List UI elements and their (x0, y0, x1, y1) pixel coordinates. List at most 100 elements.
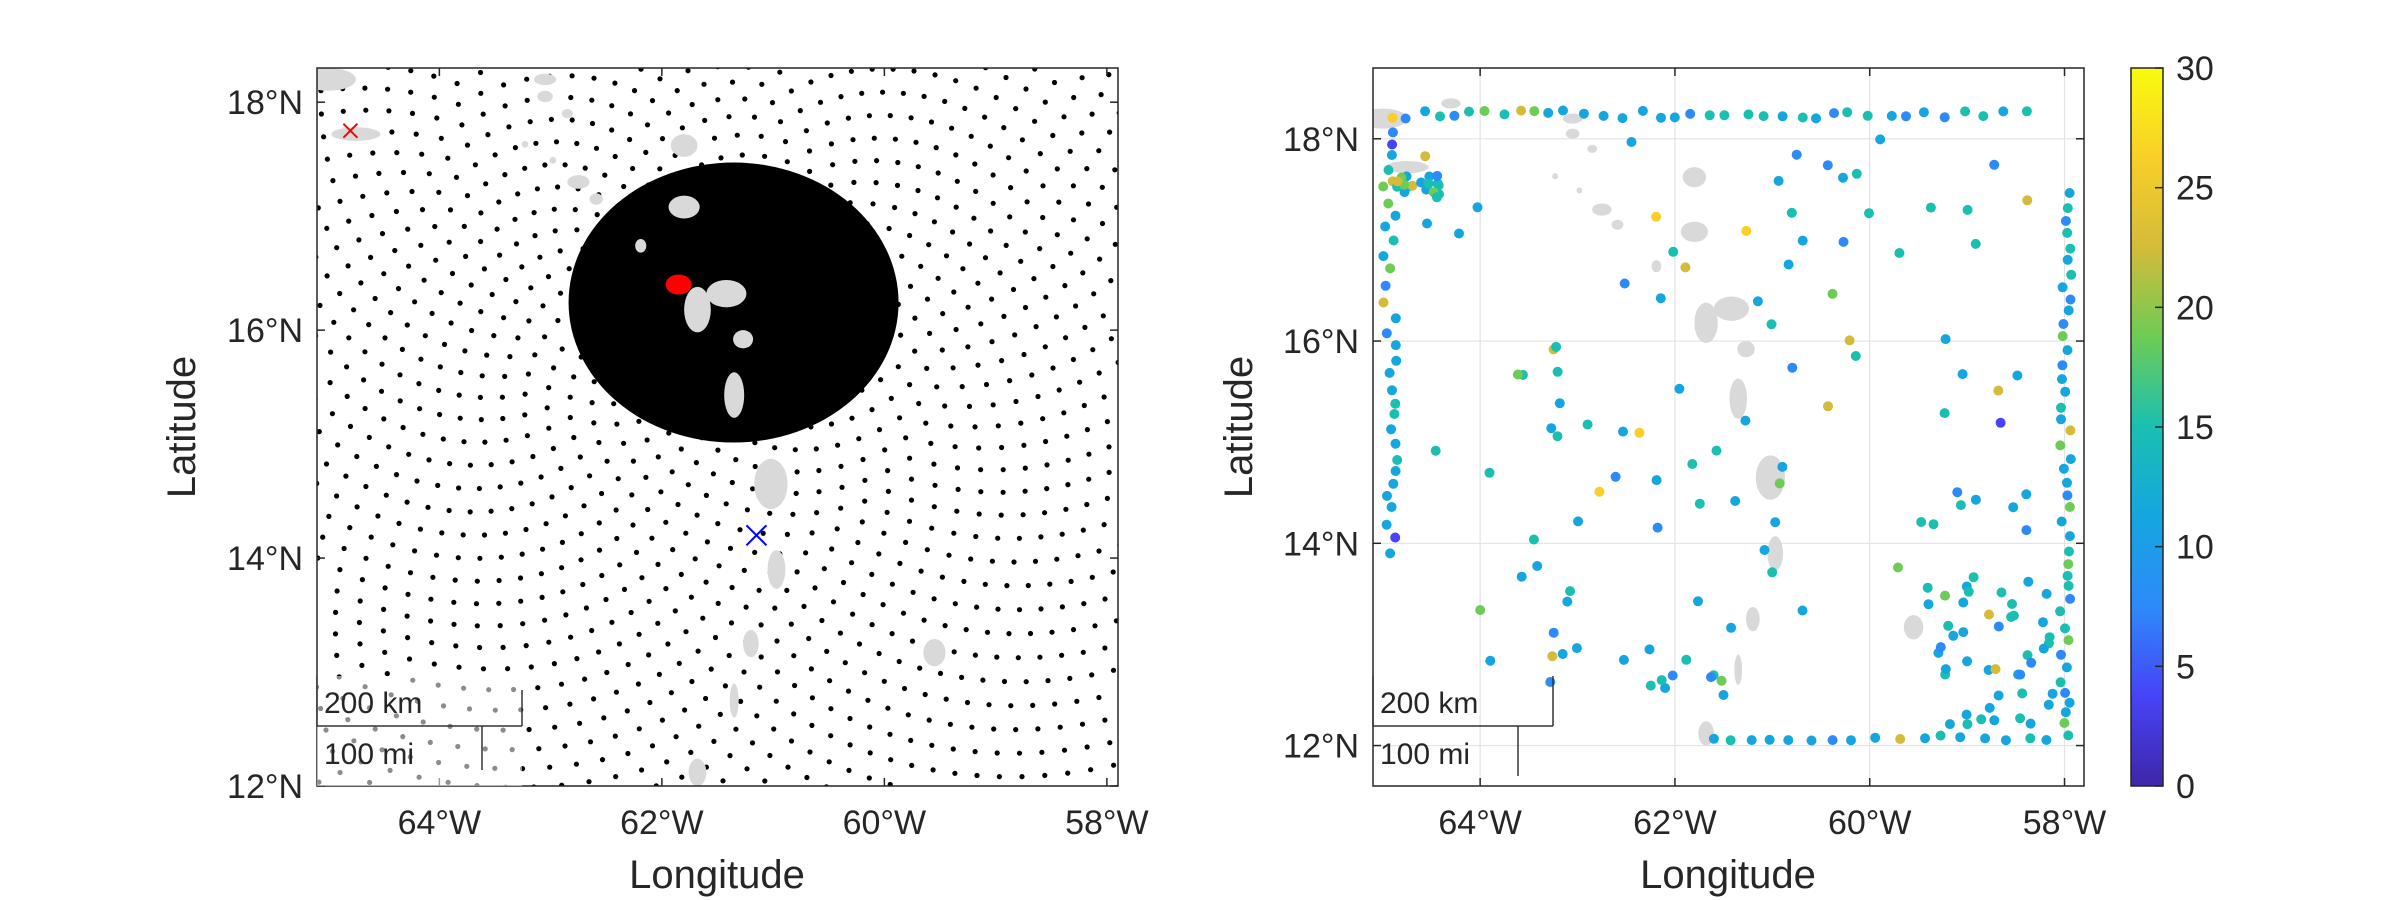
mesh-point (472, 162, 478, 168)
mesh-point (931, 461, 937, 467)
mesh-point (524, 76, 530, 82)
mesh-point (311, 663, 316, 668)
mesh-point (382, 649, 388, 655)
mesh-point (540, 303, 546, 309)
mesh-point (461, 223, 467, 229)
mesh-point (347, 423, 354, 429)
mesh-point (1008, 703, 1014, 709)
mesh-point (502, 172, 508, 178)
mesh-point (412, 299, 418, 305)
mesh-point (381, 416, 387, 422)
mesh-point (477, 69, 484, 76)
mesh-point (734, 132, 740, 138)
mesh-point (978, 467, 984, 473)
station-point (1617, 113, 1628, 124)
left-x-axis-label: Longitude (629, 853, 805, 897)
mesh-point (412, 548, 418, 554)
island (635, 238, 647, 253)
mesh-point (562, 513, 569, 519)
station-point (2062, 254, 2073, 265)
station-point (1464, 106, 1474, 117)
mesh-point (1023, 86, 1029, 92)
mesh-point (309, 620, 314, 625)
mesh-point (852, 158, 858, 164)
mesh-point (327, 380, 333, 386)
mesh-point (711, 135, 718, 141)
mesh-point (317, 429, 322, 435)
mesh-point (1016, 607, 1023, 613)
mesh-point (951, 649, 957, 655)
mesh-point (659, 136, 666, 142)
mesh-point (507, 354, 513, 360)
station-point (1557, 649, 1568, 659)
station-point (1918, 107, 1929, 118)
mesh-point (968, 556, 974, 562)
station-point (1578, 108, 1589, 119)
station-point (1928, 519, 1939, 530)
mesh-point (899, 253, 905, 259)
mesh-point (935, 275, 941, 281)
mesh-point (308, 758, 313, 763)
mesh-point (478, 90, 484, 96)
mesh-point (972, 161, 978, 167)
mesh-point (453, 174, 460, 180)
mesh-point (689, 678, 695, 685)
mesh-point (530, 453, 536, 460)
mesh-point (616, 641, 623, 647)
mesh-point (451, 599, 457, 605)
mesh-point (982, 255, 989, 261)
station-point (1886, 110, 1897, 121)
station-point (1960, 106, 1971, 117)
mesh-point (1016, 535, 1023, 541)
mesh-point (702, 117, 708, 123)
mesh-point (803, 128, 810, 134)
mesh-point (400, 424, 406, 431)
station-point (1923, 599, 1934, 610)
mesh-point (501, 315, 507, 321)
mesh-point (1101, 394, 1107, 400)
mesh-point (505, 666, 511, 672)
station-point (1718, 690, 1729, 700)
mesh-point (894, 182, 901, 188)
mesh-point (845, 688, 852, 694)
mesh-point (517, 575, 524, 581)
station-point (1996, 587, 2007, 598)
mesh-point (762, 153, 768, 159)
mesh-point (759, 81, 765, 87)
island (1713, 296, 1749, 321)
mesh-point (1064, 433, 1070, 439)
station-point (1390, 532, 1401, 543)
station-point (2022, 195, 2033, 206)
mesh-point (335, 442, 341, 448)
mesh-point (546, 639, 552, 645)
mesh-point (1015, 655, 1021, 661)
station-point (1844, 335, 1855, 346)
station-point (2047, 688, 2058, 699)
mesh-point (1056, 387, 1062, 393)
mesh-point (860, 591, 866, 598)
mesh-point (462, 348, 468, 354)
mesh-point (604, 458, 610, 464)
mesh-point (473, 601, 480, 607)
mesh-point (522, 412, 528, 418)
mesh-point (362, 405, 368, 412)
mesh-point (688, 749, 694, 756)
mesh-point (1021, 351, 1027, 358)
mesh-point (370, 150, 376, 156)
mesh-point (728, 620, 735, 626)
station-point (1916, 517, 1927, 527)
mesh-point (788, 88, 795, 94)
mesh-point (742, 96, 748, 102)
station-point (1955, 732, 1966, 743)
station-point (1894, 248, 1905, 258)
mesh-point (1030, 702, 1036, 709)
mesh-point (596, 520, 602, 526)
mesh-point (458, 369, 464, 376)
mesh-point (523, 526, 529, 533)
station-point (2064, 502, 2075, 512)
mesh-point (937, 670, 944, 677)
mesh-point (1032, 558, 1039, 564)
station-points (1378, 105, 2077, 746)
station-point (2062, 477, 2072, 488)
mesh-point (562, 743, 568, 749)
